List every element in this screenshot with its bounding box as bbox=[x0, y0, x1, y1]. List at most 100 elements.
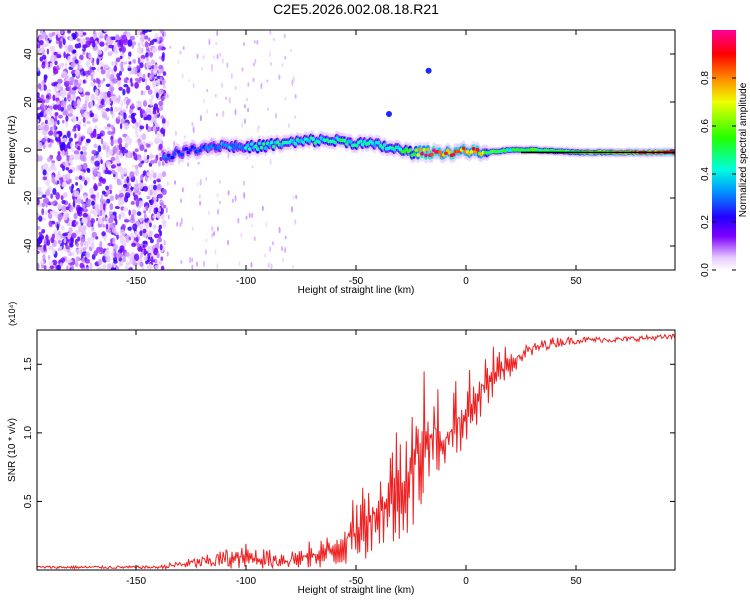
noise-speckle bbox=[67, 259, 73, 263]
noise-speckle bbox=[91, 200, 95, 206]
signal-core bbox=[198, 148, 202, 153]
noise-speckle bbox=[92, 176, 96, 181]
noise-speckle bbox=[120, 170, 123, 175]
signal-core bbox=[372, 143, 377, 148]
noise-speckle bbox=[139, 134, 143, 140]
signal-core bbox=[263, 146, 268, 150]
noise-speckle bbox=[42, 176, 48, 181]
noise-speckle bbox=[260, 82, 263, 90]
signal-core bbox=[408, 148, 412, 152]
noise-speckle bbox=[53, 85, 57, 93]
noise-speckle bbox=[65, 167, 70, 171]
noise-speckle bbox=[105, 185, 109, 191]
noise-speckle bbox=[123, 122, 130, 130]
noise-speckle bbox=[146, 114, 152, 121]
noise-speckle bbox=[215, 42, 218, 45]
noise-speckle bbox=[148, 173, 153, 181]
noise-speckle bbox=[97, 145, 102, 153]
noise-speckle bbox=[72, 100, 78, 107]
noise-speckle bbox=[101, 178, 106, 184]
noise-speckle bbox=[131, 209, 137, 215]
noise-speckle bbox=[149, 51, 153, 58]
noise-speckle bbox=[132, 58, 137, 64]
noise-speckle bbox=[192, 126, 195, 133]
noise-speckle bbox=[196, 182, 199, 187]
noise-speckle bbox=[61, 205, 67, 213]
noise-speckle bbox=[65, 115, 69, 122]
noise-speckle bbox=[90, 218, 95, 224]
signal-core bbox=[271, 144, 276, 149]
signal-core bbox=[170, 155, 175, 160]
noise-speckle bbox=[292, 75, 295, 83]
noise-speckle bbox=[268, 50, 271, 58]
noise-speckle bbox=[153, 69, 157, 75]
noise-speckle bbox=[153, 188, 158, 196]
noise-speckle bbox=[53, 104, 59, 110]
noise-speckle bbox=[244, 118, 246, 124]
noise-speckle bbox=[135, 168, 139, 177]
noise-speckle bbox=[212, 55, 215, 60]
noise-speckle bbox=[158, 56, 162, 60]
signal-core bbox=[307, 139, 311, 143]
noise-speckle bbox=[75, 182, 78, 186]
noise-speckle bbox=[121, 35, 128, 43]
noise-speckle bbox=[93, 113, 98, 119]
noise-speckle bbox=[38, 234, 45, 240]
noise-speckle bbox=[158, 89, 164, 95]
noise-speckle bbox=[83, 122, 86, 128]
noise-speckle bbox=[128, 51, 132, 57]
noise-speckle bbox=[154, 233, 160, 239]
noise-speckle bbox=[242, 180, 245, 186]
noise-speckle bbox=[161, 79, 166, 86]
noise-speckle bbox=[87, 127, 93, 134]
signal-core bbox=[414, 148, 418, 152]
noise-speckle bbox=[47, 157, 51, 163]
noise-speckle bbox=[159, 30, 164, 34]
noise-speckle bbox=[252, 62, 255, 67]
signal-core bbox=[412, 152, 416, 157]
noise-speckle bbox=[214, 94, 217, 98]
noise-speckle bbox=[162, 222, 166, 229]
noise-speckle bbox=[41, 208, 45, 216]
noise-speckle bbox=[130, 213, 135, 221]
noise-speckle bbox=[96, 49, 103, 55]
noise-speckle bbox=[243, 192, 246, 199]
noise-speckle bbox=[199, 178, 202, 186]
noise-speckle bbox=[71, 94, 77, 101]
noise-speckle bbox=[103, 235, 107, 242]
noise-speckle bbox=[75, 69, 81, 77]
spectrogram-ytick-label: 20 bbox=[23, 96, 34, 108]
noise-speckle bbox=[143, 100, 147, 107]
noise-speckle bbox=[98, 104, 104, 109]
colorbar-tick-label: 0.4 bbox=[700, 167, 711, 181]
colorbar-ticks: 0.0 0.2 0.4 0.6 0.8 bbox=[700, 71, 736, 277]
noise-speckle bbox=[221, 58, 224, 64]
noise-speckle bbox=[37, 43, 41, 49]
noise-speckle bbox=[173, 140, 176, 148]
noise-speckle bbox=[199, 114, 202, 122]
noise-speckle bbox=[94, 89, 99, 96]
noise-speckle bbox=[126, 86, 131, 94]
noise-speckle bbox=[122, 88, 126, 96]
noise-speckle bbox=[143, 158, 148, 164]
noise-speckle bbox=[76, 132, 82, 138]
noise-speckle bbox=[161, 95, 166, 101]
snr-ytick-label: 0.5 bbox=[23, 494, 34, 508]
noise-speckle bbox=[284, 55, 287, 60]
noise-speckle bbox=[55, 39, 59, 45]
noise-speckle bbox=[113, 252, 118, 258]
noise-speckle bbox=[116, 79, 122, 87]
noise-speckle bbox=[180, 260, 183, 264]
noise-speckle bbox=[130, 201, 135, 205]
spectrogram-xlabel: Height of straight line (km) bbox=[298, 285, 415, 296]
noise-speckle bbox=[148, 255, 151, 263]
noise-speckle bbox=[108, 211, 113, 215]
noise-speckle bbox=[152, 224, 157, 230]
signal-core bbox=[180, 152, 185, 157]
noise-speckle bbox=[143, 116, 148, 121]
noise-speckle bbox=[222, 110, 225, 118]
noise-speckle bbox=[53, 56, 57, 62]
noise-speckle bbox=[102, 209, 105, 215]
spectrogram-panel: -150 -100 -50 0 50 -40 -20 0 20 40 Height of stra… bbox=[7, 29, 676, 296]
signal-core bbox=[444, 151, 448, 156]
